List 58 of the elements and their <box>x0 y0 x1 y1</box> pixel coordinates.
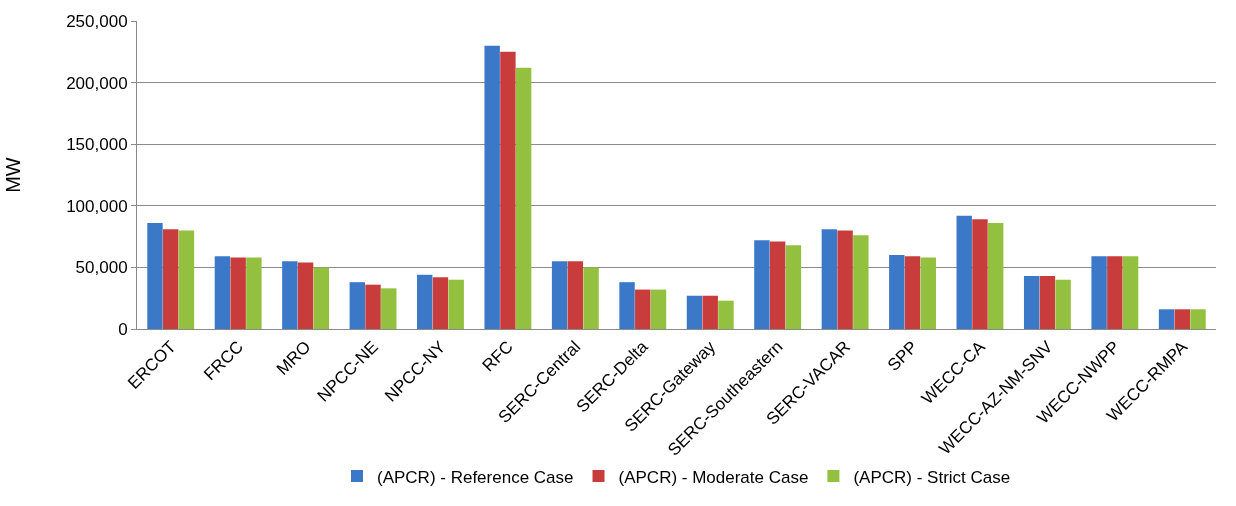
bar <box>417 274 433 329</box>
bar <box>1107 256 1123 329</box>
bar <box>1158 309 1175 329</box>
bar <box>702 295 718 329</box>
bar <box>920 257 936 329</box>
bar <box>837 230 853 329</box>
bar <box>785 245 802 329</box>
bar <box>754 240 770 329</box>
bar <box>619 282 635 329</box>
y-tick-label: 0 <box>118 319 128 339</box>
y-tick-label: 200,000 <box>66 73 128 93</box>
legend-label: (APCR) - Moderate Case <box>618 467 809 487</box>
legend-label: (APCR) - Strict Case <box>853 467 1011 487</box>
bar <box>163 229 179 329</box>
bar <box>484 45 500 329</box>
bar <box>297 262 314 329</box>
bar <box>365 284 381 329</box>
bar <box>178 230 195 329</box>
bar <box>583 267 599 329</box>
bar <box>214 256 231 329</box>
bar <box>853 235 869 329</box>
bar <box>889 255 905 329</box>
bar <box>1190 309 1206 329</box>
bar <box>635 289 651 329</box>
bar <box>230 257 246 329</box>
y-tick-label: 150,000 <box>66 135 128 155</box>
bar <box>1039 276 1056 329</box>
bar <box>769 241 786 329</box>
bar <box>381 288 397 329</box>
y-axis-title: MW <box>1 157 24 193</box>
bar <box>282 261 298 329</box>
y-tick-label: 100,000 <box>66 196 128 216</box>
bar <box>432 277 449 329</box>
bar <box>1055 279 1071 329</box>
y-tick-label: 50,000 <box>75 258 128 278</box>
bar <box>246 257 262 329</box>
bar <box>313 267 330 329</box>
bar <box>904 256 921 329</box>
bar <box>1091 256 1107 329</box>
bar <box>551 261 568 329</box>
bar <box>956 215 972 329</box>
bar <box>448 279 464 329</box>
bar <box>1174 309 1190 329</box>
bar <box>650 289 667 329</box>
bar <box>515 67 532 329</box>
bar <box>821 229 838 329</box>
bar <box>349 282 366 329</box>
bar <box>987 223 1004 329</box>
bar <box>718 300 734 329</box>
bar <box>567 261 584 329</box>
bar <box>1122 256 1139 329</box>
bar <box>972 219 988 329</box>
bar <box>1023 276 1040 329</box>
legend-label: (APCR) - Reference Case <box>377 467 574 487</box>
bar <box>147 223 163 329</box>
bar <box>500 51 516 329</box>
y-tick-label: 250,000 <box>66 11 128 31</box>
bar <box>686 295 703 329</box>
